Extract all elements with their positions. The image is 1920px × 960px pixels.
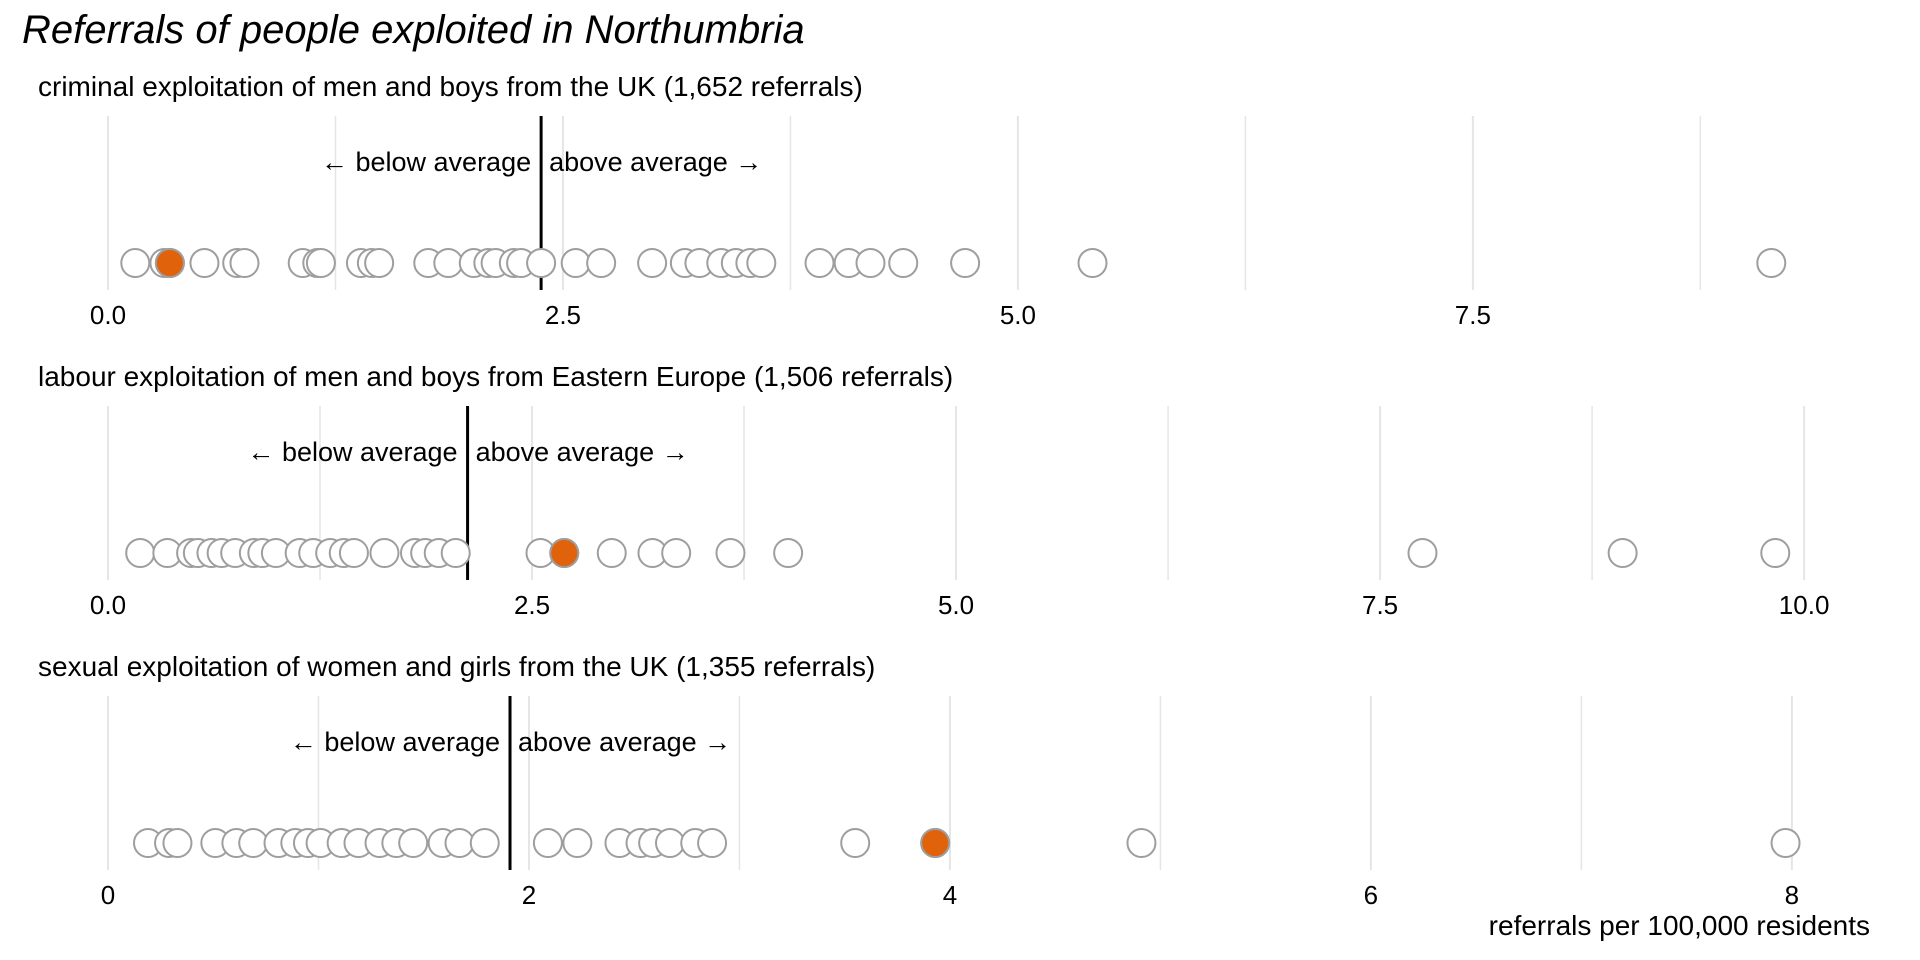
- panel-subtitle: sexual exploitation of women and girls f…: [38, 651, 875, 682]
- data-point: [773, 538, 804, 568]
- x-tick-label: 7.5: [1362, 590, 1398, 620]
- x-tick-label: 5.0: [938, 590, 974, 620]
- data-point: [804, 248, 835, 278]
- above-average-label: above average →: [518, 727, 731, 757]
- x-tick-label: 0.0: [90, 300, 126, 330]
- data-point: [562, 828, 593, 858]
- highlight-point-northumbria: [154, 248, 185, 278]
- data-point: [398, 828, 429, 858]
- data-point: [532, 828, 563, 858]
- data-point: [1607, 538, 1638, 568]
- data-point: [715, 538, 746, 568]
- above-average-label: above average →: [549, 147, 762, 177]
- below-average-label: ← below average: [290, 727, 500, 757]
- data-point: [125, 538, 156, 568]
- data-point: [1760, 538, 1791, 568]
- panel-criminal-exploitation: criminal exploitation of men and boys fr…: [38, 71, 1787, 330]
- panel-labour-exploitation: labour exploitation of men and boys from…: [38, 361, 1830, 620]
- data-point: [560, 248, 591, 278]
- data-point: [888, 248, 919, 278]
- x-tick-label: 4: [943, 880, 957, 910]
- data-point: [369, 538, 400, 568]
- x-tick-label: 5.0: [1000, 300, 1036, 330]
- data-point: [162, 828, 193, 858]
- data-point: [526, 248, 557, 278]
- data-point: [1077, 248, 1108, 278]
- data-point: [338, 538, 369, 568]
- x-tick-label: 2.5: [514, 590, 550, 620]
- data-point: [238, 828, 269, 858]
- data-point: [637, 248, 668, 278]
- data-point: [1126, 828, 1157, 858]
- data-point: [444, 828, 475, 858]
- data-point: [840, 828, 871, 858]
- data-point: [469, 828, 500, 858]
- x-tick-label: 0.0: [90, 590, 126, 620]
- below-average-label: ← below average: [247, 437, 457, 467]
- x-tick-label: 0: [101, 880, 115, 910]
- x-tick-label: 6: [1364, 880, 1378, 910]
- panel-subtitle: criminal exploitation of men and boys fr…: [38, 71, 863, 102]
- data-point: [654, 828, 685, 858]
- below-average-label: ← below average: [321, 147, 531, 177]
- data-point: [697, 828, 728, 858]
- x-tick-label: 2.5: [545, 300, 581, 330]
- x-axis-label: referrals per 100,000 residents: [1488, 910, 1870, 941]
- x-tick-label: 2: [522, 880, 536, 910]
- above-average-label: above average →: [476, 437, 689, 467]
- panel-sexual-exploitation: sexual exploitation of women and girls f…: [38, 651, 1801, 910]
- data-point: [1770, 828, 1801, 858]
- data-point: [189, 248, 220, 278]
- chart-title: Referrals of people exploited in Northum…: [22, 8, 805, 52]
- data-point: [305, 248, 336, 278]
- data-point: [120, 248, 151, 278]
- data-point: [1756, 248, 1787, 278]
- x-tick-label: 8: [1785, 880, 1799, 910]
- data-point: [586, 248, 617, 278]
- highlight-point-northumbria: [920, 828, 951, 858]
- data-point: [746, 248, 777, 278]
- data-point: [950, 248, 981, 278]
- x-tick-label: 7.5: [1455, 300, 1491, 330]
- data-point: [1407, 538, 1438, 568]
- data-point: [440, 538, 471, 568]
- data-point: [433, 248, 464, 278]
- data-point: [596, 538, 627, 568]
- panel-subtitle: labour exploitation of men and boys from…: [38, 361, 953, 392]
- x-tick-label: 10.0: [1779, 590, 1830, 620]
- data-point: [855, 248, 886, 278]
- data-point: [229, 248, 260, 278]
- highlight-point-northumbria: [549, 538, 580, 568]
- data-point: [364, 248, 395, 278]
- data-point: [661, 538, 692, 568]
